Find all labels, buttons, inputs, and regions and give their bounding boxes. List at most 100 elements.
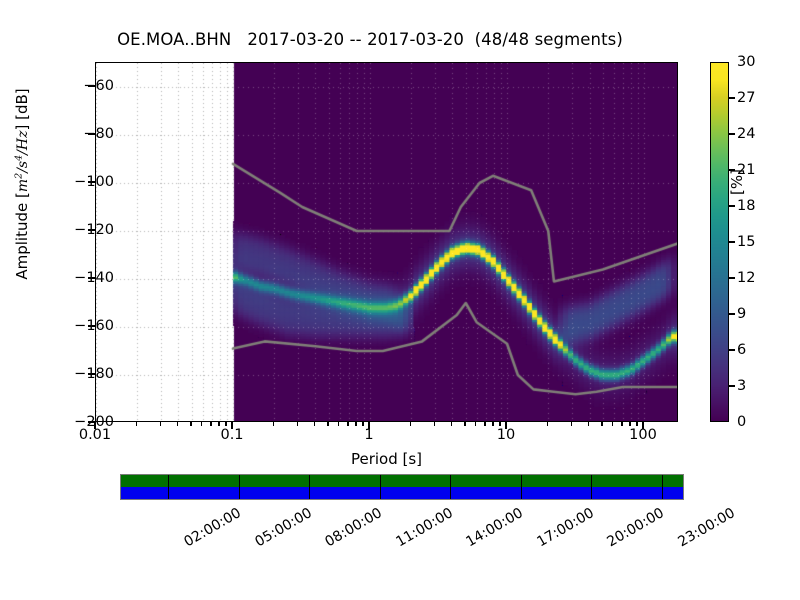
colorbar-tick-mark (729, 385, 735, 387)
coverage-tick (379, 475, 381, 499)
x-tick-mark-minor (629, 422, 631, 426)
colorbar-label: [%] (728, 169, 746, 195)
ppsd-plot-axes[interactable] (95, 62, 678, 422)
colorbar-tick-label: 6 (737, 342, 747, 358)
x-tick-mark-minor (636, 422, 638, 426)
x-tick-mark-minor (588, 422, 590, 426)
colorbar-tick-mark (729, 205, 735, 207)
coverage-tick (168, 475, 169, 499)
coverage-tick (450, 475, 451, 499)
colorbar-tick-mark (729, 277, 735, 279)
x-tick-mark-minor (450, 422, 453, 426)
x-tick-label: 0.01 (78, 427, 112, 443)
x-tick-mark-minor (475, 422, 477, 426)
x-tick-mark-minor (327, 422, 329, 426)
x-tick-mark-minor (201, 422, 203, 426)
colorbar-tick-mark (729, 133, 735, 135)
coverage-tick (520, 475, 522, 499)
coverage-tick (309, 475, 310, 499)
x-tick-mark (505, 422, 507, 429)
colorbar-tick-mark (729, 169, 735, 171)
colorbar-tick-label: 18 (737, 198, 756, 214)
x-tick-mark-minor (464, 422, 466, 426)
colorbar-tick-label: 3 (737, 378, 747, 394)
time-tick-label: 08:00:00 (322, 505, 385, 551)
x-tick-mark-minor (612, 422, 614, 426)
x-tick-mark-minor (492, 422, 494, 426)
x-tick-mark-minor (225, 422, 227, 426)
coverage-band-available (121, 475, 683, 487)
x-tick-mark-minor (433, 422, 436, 426)
x-tick-mark-minor (338, 422, 340, 426)
time-tick-label: 14:00:00 (463, 505, 526, 551)
x-tick-mark-minor (409, 422, 412, 426)
x-tick-mark (642, 422, 644, 429)
x-tick-label: 10 (496, 427, 516, 443)
y-axis-label-prefix: Amplitude [ (13, 192, 31, 280)
colorbar-tick-label: 27 (737, 90, 756, 106)
y-tick-mark (88, 277, 95, 279)
x-tick-mark (231, 422, 233, 429)
x-axis-label: Period [s] (350, 450, 423, 468)
x-tick-mark-minor (347, 422, 349, 426)
y-tick-label: −60 (83, 78, 114, 94)
colorbar-tick-label: 24 (737, 126, 756, 142)
time-tick-label: 17:00:00 (533, 505, 597, 551)
time-tick-label: 23:00:00 (674, 505, 738, 551)
y-tick-mark (88, 325, 95, 327)
x-tick-label: 0.1 (220, 427, 244, 443)
colorbar-tick-mark (729, 313, 735, 315)
y-axis-label: Amplitude [m2/s4/Hz] [dB] (13, 4, 31, 364)
x-tick-mark-minor (176, 422, 179, 426)
x-tick-mark-minor (362, 422, 364, 426)
coverage-tick (238, 475, 240, 499)
time-tick-label: 11:00:00 (392, 505, 456, 551)
x-tick-mark-minor (546, 422, 549, 426)
data-coverage-bar[interactable] (120, 474, 684, 500)
time-tick-label: 20:00:00 (604, 505, 667, 551)
x-tick-mark-minor (355, 422, 357, 426)
coverage-tick (661, 475, 663, 499)
page-title: OE.MOA..BHN 2017-03-20 -- 2017-03-20 (48… (117, 30, 623, 49)
time-tick-label: 02:00:00 (181, 505, 244, 551)
colorbar-tick-mark (729, 241, 735, 243)
x-tick-mark-minor (135, 422, 138, 426)
x-tick-mark-minor (499, 422, 501, 426)
y-tick-mark (88, 373, 95, 375)
noise-model-curves (96, 63, 677, 421)
y-tick-mark (88, 421, 95, 423)
y-axis-label-suffix: ] [dB] (13, 88, 31, 131)
x-tick-mark-minor (272, 422, 275, 426)
coverage-band-used (121, 487, 683, 499)
colorbar-gradient (711, 63, 728, 421)
colorbar-tick-label: 30 (737, 54, 756, 70)
x-tick-mark-minor (210, 422, 212, 426)
y-axis-label-units: m2/s4/Hz (13, 130, 31, 193)
y-tick-mark (88, 181, 95, 183)
x-tick-mark-minor (218, 422, 220, 426)
x-tick-mark-minor (190, 422, 192, 426)
x-tick-mark-minor (484, 422, 486, 426)
x-tick-mark-minor (601, 422, 603, 426)
x-tick-label: 1 (364, 427, 374, 443)
colorbar-tick-mark (729, 97, 735, 99)
x-tick-mark (94, 422, 96, 429)
colorbar-tick-label: 15 (737, 234, 756, 250)
colorbar-tick-mark (729, 349, 735, 351)
colorbar-tick-label: 12 (737, 270, 756, 286)
colorbar-tick-label: 21 (737, 162, 756, 178)
x-tick-mark-minor (159, 422, 162, 426)
colorbar-tick-label: 9 (737, 306, 747, 322)
x-tick-mark-minor (313, 422, 316, 426)
time-tick-label: 05:00:00 (251, 505, 315, 551)
y-tick-label: −80 (83, 126, 114, 142)
x-tick-mark-minor (296, 422, 299, 426)
x-tick-mark-minor (570, 422, 573, 426)
x-tick-mark-minor (621, 422, 623, 426)
colorbar-tick-label: 0 (737, 414, 747, 430)
y-tick-mark (88, 85, 95, 87)
x-tick-mark (368, 422, 370, 429)
x-tick-label: 100 (629, 427, 657, 443)
colorbar[interactable] (710, 62, 729, 422)
y-tick-mark (88, 229, 95, 231)
